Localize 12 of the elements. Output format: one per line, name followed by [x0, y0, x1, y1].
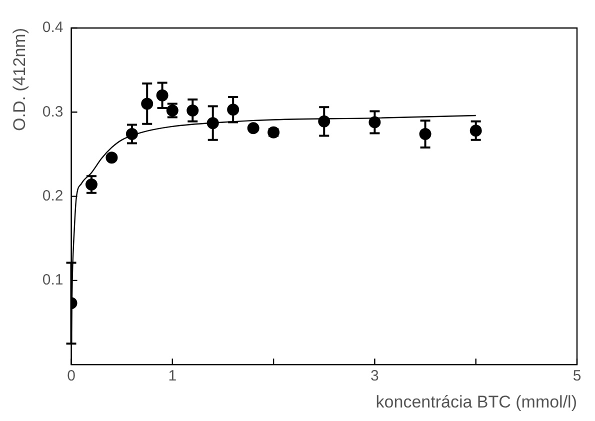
y-tick-label: 0.4 [42, 19, 64, 36]
y-tick-label: 0.1 [42, 272, 64, 289]
y-axis-title: O.D. (412nm) [10, 28, 29, 131]
y-tick-label: 0.3 [42, 103, 64, 120]
x-axis-title: koncentrácia BTC (mmol/l) [376, 392, 577, 412]
x-tick-label: 5 [572, 368, 582, 385]
point [247, 122, 260, 134]
point [106, 152, 118, 164]
y-tick-label: 0.2 [42, 187, 64, 204]
x-tick-label: 1 [168, 368, 177, 385]
x-tick-label: 3 [370, 368, 379, 385]
x-tick-label: 0 [67, 368, 76, 385]
